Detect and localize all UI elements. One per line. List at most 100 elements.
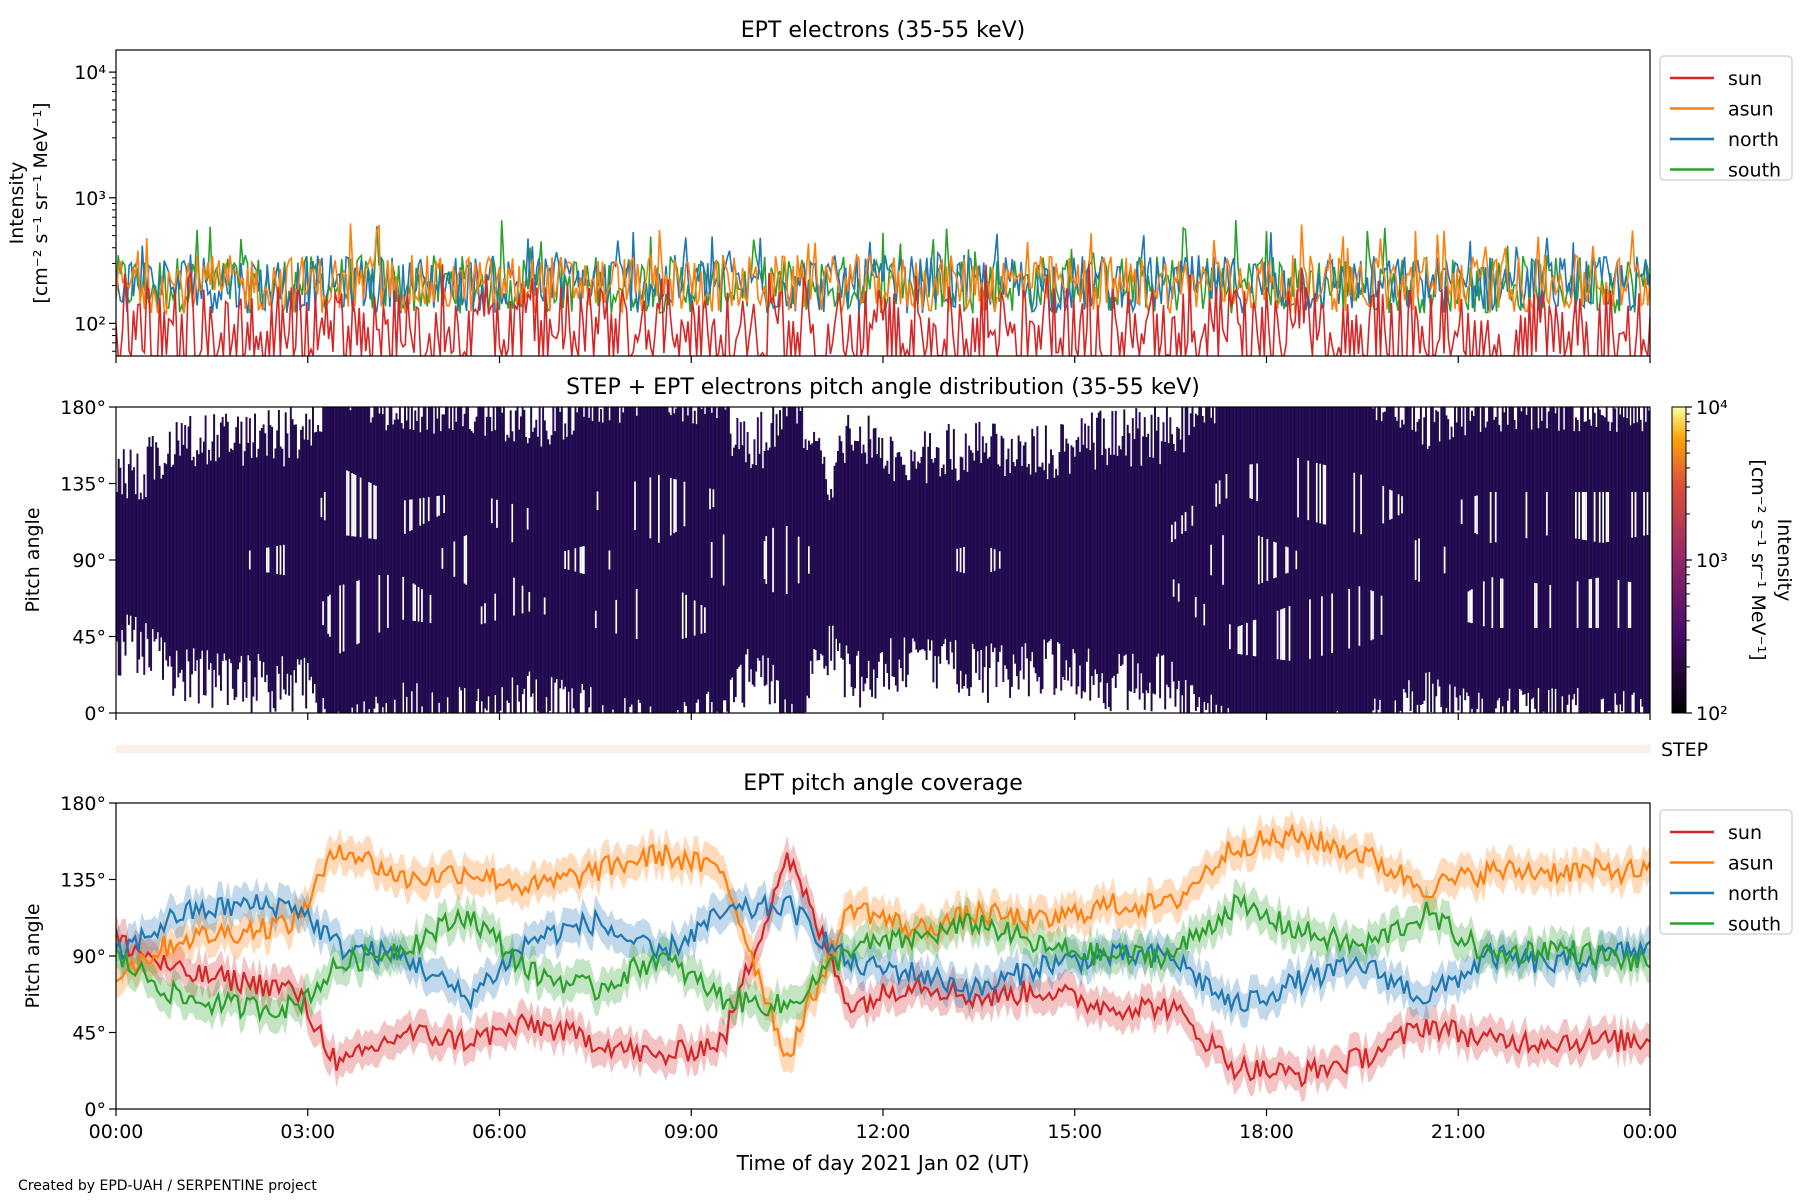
pad-column [845,425,848,646]
pad-column [443,414,446,713]
panel2-title: STEP + EPT electrons pitch angle distrib… [566,375,1200,400]
pad-column [944,474,947,639]
pad-gap [496,499,499,528]
pad-column [277,410,280,674]
pad-column [484,435,487,709]
pad-column [1196,415,1199,707]
panel1-legend: sun asun north south [1659,55,1793,182]
pad-column [528,438,531,672]
pad-column [1276,407,1279,713]
pad-gap [417,586,420,622]
pad-column [1535,407,1538,713]
pad-column [361,407,364,713]
pad-column [1092,442,1095,685]
pad-column [976,450,979,652]
pad-column [1445,415,1448,709]
pad-column [1309,407,1312,713]
pad-column [213,414,216,670]
pad-column [1312,407,1315,713]
pad-gap [1575,492,1577,539]
pad-gap [772,527,775,593]
panel1-ytick-label: 10³ [74,188,106,210]
pad-column [1361,407,1364,713]
pad-column [419,432,422,713]
pad-column [782,407,785,713]
pad-column [1552,407,1555,713]
pad-column [446,407,449,698]
pad-column [978,421,981,681]
pad-column [1382,412,1385,713]
pad-column [340,407,343,713]
colorbar-unit: [cm⁻² s⁻¹ sr⁻¹ MeV⁻¹] [1747,459,1769,660]
pad-column [417,407,420,713]
pad-column [1331,407,1334,713]
pad-gap [1634,492,1637,538]
pad-column [431,407,434,693]
pad-column [932,462,935,683]
pad-column [900,456,902,669]
pad-column [318,431,321,713]
pad-gap [1476,495,1479,535]
pad-column [506,434,509,701]
pad-column [1488,407,1491,713]
pad-column [1082,444,1085,692]
pad-column [1411,429,1414,692]
pad-column [594,407,597,713]
pitch-ytick-label: 0° [84,1099,106,1121]
pad-column [1029,474,1032,662]
pad-column [671,407,674,713]
pad-column [891,440,894,677]
pad-column [429,407,432,713]
pad-gap [351,473,354,537]
pad-column [433,433,435,713]
pad-column [197,454,200,704]
pad-column [354,407,357,713]
pad-column [898,452,901,660]
panel1-ytick-label: 10² [74,313,106,335]
pad-column [291,419,294,712]
pad-gap [763,541,766,579]
pad-column [947,424,950,665]
pad-gap [693,600,696,636]
pad-gap [402,576,405,620]
pad-column [322,407,325,698]
pad-column [1556,407,1559,713]
pad-gap [410,499,413,531]
pad-gap [700,605,703,634]
pad-column [477,407,480,689]
pad-gap [327,596,330,634]
pad-column [1559,407,1562,713]
pad-column [158,465,161,651]
pad-column [1634,407,1637,713]
pad-column [1527,407,1530,693]
pad-column [1239,407,1242,713]
pad-column [1523,407,1526,694]
pad-column [1165,407,1168,685]
pad-gap [1631,492,1634,538]
pad-column [1322,407,1325,713]
panel-intensity: EPT electrons (35-55 keV) 10² 10³ 10⁴ Inte… [6,18,1793,363]
pad-column [1409,407,1412,711]
pad-column [1508,407,1511,689]
pad-gap [436,496,439,517]
step-label: STEP [1661,739,1708,761]
pad-gap [1256,463,1259,501]
pad-column [334,407,337,713]
pad-column [937,447,940,657]
pad-column [1375,420,1378,713]
pad-column [155,442,158,639]
pad-column [814,441,817,650]
pad-column [1034,472,1037,674]
pad-column [1107,447,1110,707]
pad-column [1496,407,1499,701]
pad-gap [375,485,378,540]
pad-column [475,416,478,701]
pad-column [458,407,461,688]
pad-gap [378,575,381,633]
pitch-ytick-label: 135° [60,870,106,892]
pad-column [499,407,502,711]
pad-column [1520,411,1523,691]
pad-column [734,444,737,698]
pad-column [337,407,340,712]
